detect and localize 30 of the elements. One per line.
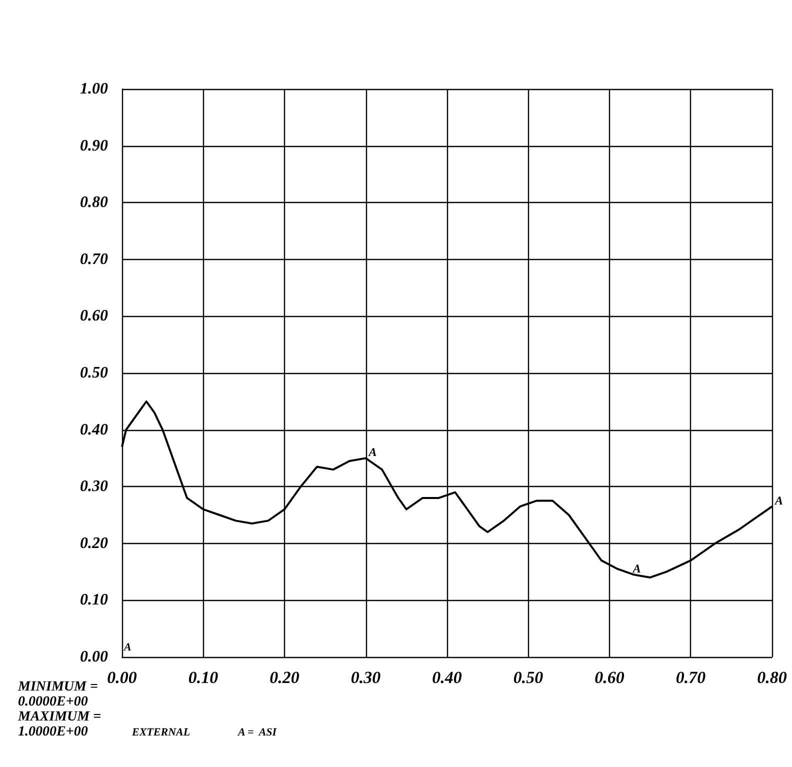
y-tick-label: 0.70	[80, 250, 108, 268]
annotation: A	[632, 562, 641, 576]
y-tick-label: 0.80	[80, 194, 108, 212]
y-tick-label: 1.00	[80, 80, 108, 98]
text: 0.0000E+00	[18, 694, 88, 710]
x-tick-label: 0.50	[513, 668, 544, 687]
y-tick-label: 0.30	[80, 478, 108, 496]
text: MAXIMUM =	[17, 710, 102, 724]
x-tick-label: 0.20	[270, 668, 300, 687]
y-tick-label: 0.40	[80, 421, 108, 438]
y-tick-label: 0.60	[80, 308, 108, 325]
y-tick-label: 0.90	[80, 137, 108, 154]
y-tick-label: 0.10	[80, 592, 108, 609]
x-tick-label: 0.40	[432, 668, 462, 687]
y-tick-label: 0.20	[80, 534, 108, 552]
x-tick-label: 0.10	[188, 668, 219, 687]
text: A = ASI	[237, 726, 278, 738]
x-tick-label: 0.70	[676, 668, 706, 687]
x-tick-label: 0.60	[594, 668, 625, 687]
text: EXTERNAL	[131, 726, 190, 738]
annotation: A	[774, 493, 784, 508]
x-tick-label: 0.30	[350, 668, 382, 687]
y-tick-label: 0.50	[80, 364, 108, 382]
text: 1.0000E+00	[18, 724, 88, 740]
annotation: A	[368, 445, 377, 460]
y-tick-label: 0.00	[80, 648, 108, 666]
text: MINIMUM =	[17, 680, 98, 694]
x-tick-label: 0.80	[757, 668, 788, 687]
annotation: A	[123, 642, 132, 654]
x-tick-label: 0.00	[107, 668, 138, 687]
